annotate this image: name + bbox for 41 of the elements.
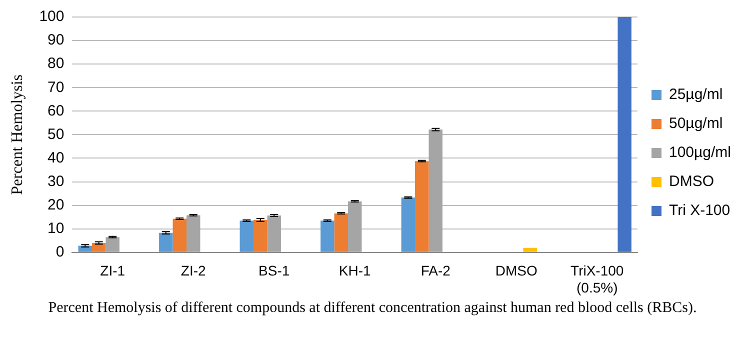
y-tick-label: 70 [48,78,64,96]
bar [172,218,186,252]
y-tick-label: 100 [39,8,64,26]
y-axis-title: Percent Hemolysis [8,74,26,195]
bar [618,17,632,252]
bar [92,242,106,252]
bar [415,161,429,252]
x-tick-label: KH-1 [338,262,372,279]
y-tick-label: 10 [48,220,64,237]
legend-label: 50µg/ml [668,115,723,132]
y-tick-label: 60 [48,102,64,120]
y-tick-label: 30 [48,172,64,190]
bar [320,220,334,252]
bar [428,130,442,252]
x-tick-label: ZI-1 [100,262,126,279]
x-tick-label: DMSO [495,262,538,279]
x-tick-label: TriX-100 (0.5%) [570,262,624,296]
bar [106,237,120,252]
y-tick-label: 0 [56,244,64,261]
y-tick-label: 80 [48,55,64,72]
bar [254,220,268,252]
bar [240,220,254,252]
bar [523,248,537,252]
x-tick-label: ZI-2 [180,262,206,279]
legend-label: Tri X-100 [668,202,730,220]
y-tick-label: 40 [48,149,64,166]
legend-label: 100µg/ml [668,144,732,162]
x-tick-label: BS-1 [258,262,290,279]
y-tick-label: 20 [48,196,64,214]
bar [186,215,200,252]
bar [159,232,173,252]
legend-label: 25µg/ml [668,86,723,104]
bar [401,198,416,252]
y-tick-label: 50 [48,126,64,143]
y-tick-label: 90 [48,32,64,49]
bar [348,201,362,252]
bar [334,213,348,252]
text: Percent Hemolysis of different compounds at different concentration against human red blood cells (RBCs). [47,300,698,317]
legend-label: DMSO [668,173,714,190]
x-tick-label: FA-2 [420,262,451,279]
bar [267,215,281,252]
